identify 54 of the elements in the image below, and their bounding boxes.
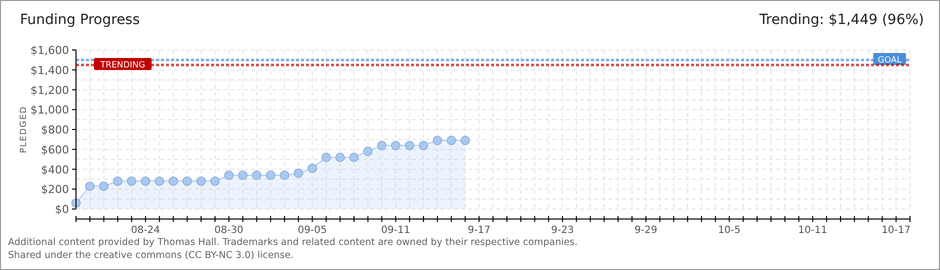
point xyxy=(140,176,150,186)
ref-line-label: TRENDING xyxy=(99,60,146,71)
point xyxy=(308,164,317,173)
y-tick-label: $0 xyxy=(55,203,69,216)
point xyxy=(349,152,359,162)
point xyxy=(224,170,234,180)
point xyxy=(210,176,220,186)
point xyxy=(418,140,428,150)
y-tick-label: $1,600 xyxy=(30,44,69,57)
x-tick-label: 08-24 xyxy=(130,225,160,236)
y-tick-label: $1,400 xyxy=(30,64,69,77)
y-tick-label: $1,200 xyxy=(30,84,69,97)
point xyxy=(363,146,373,156)
y-tick-label: $800 xyxy=(41,124,69,136)
point xyxy=(99,181,108,191)
text: Trending: $1,449 (96%) xyxy=(758,12,924,28)
point xyxy=(196,176,206,186)
point xyxy=(113,176,122,186)
y-tick-label: $400 xyxy=(41,163,69,176)
x-tick-label: 9-23 xyxy=(551,225,574,236)
x-tick-label: 9-29 xyxy=(634,225,658,236)
text: Additional content provided by Thomas Hall. Trademarks and related content are owned by their respective companies. xyxy=(8,237,578,248)
y-axis-title: PLEDGED xyxy=(19,106,29,154)
point xyxy=(322,152,331,162)
y-tick-label: $200 xyxy=(41,183,69,196)
x-tick-label: 9-17 xyxy=(468,225,490,236)
point xyxy=(238,170,248,180)
chart-title: Funding Progress xyxy=(20,12,140,28)
point xyxy=(266,170,276,180)
point xyxy=(446,136,456,146)
point xyxy=(432,136,442,146)
point xyxy=(168,176,178,186)
point xyxy=(85,181,95,191)
point xyxy=(182,176,192,186)
point xyxy=(252,170,262,180)
x-tick-label: 09-11 xyxy=(381,225,410,236)
x-tick-label: 10-11 xyxy=(798,225,828,236)
y-tick-label: $1,000 xyxy=(30,104,69,117)
point xyxy=(391,140,400,150)
point xyxy=(294,168,304,178)
point xyxy=(460,136,470,146)
point xyxy=(335,152,345,162)
text: Shared under the creative commons (CC BY-NC 3.0) license. xyxy=(8,250,294,261)
point xyxy=(126,176,136,186)
point xyxy=(154,176,164,186)
x-tick-label: 09-05 xyxy=(298,225,327,236)
point xyxy=(404,140,414,150)
x-tick-label: 08-30 xyxy=(214,225,244,236)
y-tick-label: $600 xyxy=(41,143,69,156)
point xyxy=(377,140,386,150)
x-tick-label: 10-17 xyxy=(882,225,911,236)
ref-line-label: GOAL xyxy=(878,55,902,66)
point xyxy=(280,170,290,180)
x-tick-label: 10-5 xyxy=(718,225,741,236)
